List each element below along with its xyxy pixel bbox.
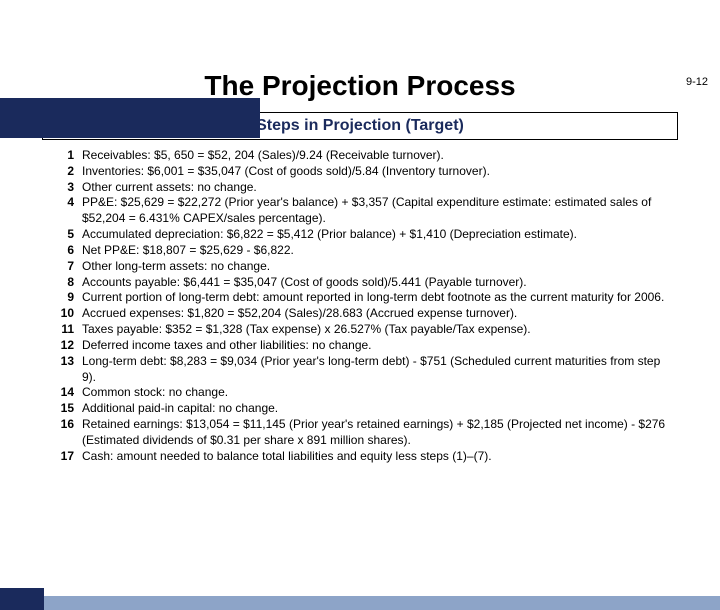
step-text: Common stock: no change.: [82, 385, 668, 401]
step-text: PP&E: $25,629 = $22,272 (Prior year's ba…: [82, 195, 668, 227]
step-text: Long-term debt: $8,283 = $9,034 (Prior y…: [82, 354, 668, 386]
step-number: 2: [58, 164, 82, 180]
step-text: Other current assets: no change.: [82, 180, 668, 196]
step-row: 15Additional paid-in capital: no change.: [58, 401, 668, 417]
steps-list: 1Receivables: $5, 650 = $52, 204 (Sales)…: [58, 148, 668, 465]
header-accent-block: [0, 98, 260, 138]
step-text: Inventories: $6,001 = $35,047 (Cost of g…: [82, 164, 668, 180]
step-number: 11: [58, 322, 82, 338]
step-text: Net PP&E: $18,807 = $25,629 - $6,822.: [82, 243, 668, 259]
step-row: 12Deferred income taxes and other liabil…: [58, 338, 668, 354]
footer-accent-left: [0, 588, 44, 610]
step-number: 15: [58, 401, 82, 417]
step-number: 13: [58, 354, 82, 370]
step-text: Taxes payable: $352 = $1,328 (Tax expens…: [82, 322, 668, 338]
step-number: 3: [58, 180, 82, 196]
step-number: 5: [58, 227, 82, 243]
step-text: Current portion of long-term debt: amoun…: [82, 290, 668, 306]
step-row: 9Current portion of long-term debt: amou…: [58, 290, 668, 306]
step-row: 11Taxes payable: $352 = $1,328 (Tax expe…: [58, 322, 668, 338]
step-text: Deferred income taxes and other liabilit…: [82, 338, 668, 354]
step-row: 5Accumulated depreciation: $6,822 = $5,4…: [58, 227, 668, 243]
step-text: Accumulated depreciation: $6,822 = $5,41…: [82, 227, 668, 243]
step-text: Accounts payable: $6,441 = $35,047 (Cost…: [82, 275, 668, 291]
step-text: Retained earnings: $13,054 = $11,145 (Pr…: [82, 417, 668, 449]
footer-accent-bar: [0, 596, 720, 610]
step-row: 7Other long-term assets: no change.: [58, 259, 668, 275]
step-row: 16Retained earnings: $13,054 = $11,145 (…: [58, 417, 668, 449]
step-text: Receivables: $5, 650 = $52, 204 (Sales)/…: [82, 148, 668, 164]
step-row: 14Common stock: no change.: [58, 385, 668, 401]
step-number: 17: [58, 449, 82, 465]
step-row: 4PP&E: $25,629 = $22,272 (Prior year's b…: [58, 195, 668, 227]
step-row: 3Other current assets: no change.: [58, 180, 668, 196]
step-number: 16: [58, 417, 82, 433]
step-number: 9: [58, 290, 82, 306]
step-row: 2Inventories: $6,001 = $35,047 (Cost of …: [58, 164, 668, 180]
step-number: 10: [58, 306, 82, 322]
step-number: 14: [58, 385, 82, 401]
page-number: 9-12: [686, 76, 708, 88]
step-number: 1: [58, 148, 82, 164]
step-number: 6: [58, 243, 82, 259]
step-text: Accrued expenses: $1,820 = $52,204 (Sale…: [82, 306, 668, 322]
step-text: Cash: amount needed to balance total lia…: [82, 449, 668, 465]
step-row: 1Receivables: $5, 650 = $52, 204 (Sales)…: [58, 148, 668, 164]
step-text: Other long-term assets: no change.: [82, 259, 668, 275]
step-row: 6Net PP&E: $18,807 = $25,629 - $6,822.: [58, 243, 668, 259]
step-number: 4: [58, 195, 82, 211]
step-number: 8: [58, 275, 82, 291]
step-number: 7: [58, 259, 82, 275]
step-row: 8Accounts payable: $6,441 = $35,047 (Cos…: [58, 275, 668, 291]
step-row: 13Long-term debt: $8,283 = $9,034 (Prior…: [58, 354, 668, 386]
step-number: 12: [58, 338, 82, 354]
step-text: Additional paid-in capital: no change.: [82, 401, 668, 417]
step-row: 10Accrued expenses: $1,820 = $52,204 (Sa…: [58, 306, 668, 322]
step-row: 17Cash: amount needed to balance total l…: [58, 449, 668, 465]
